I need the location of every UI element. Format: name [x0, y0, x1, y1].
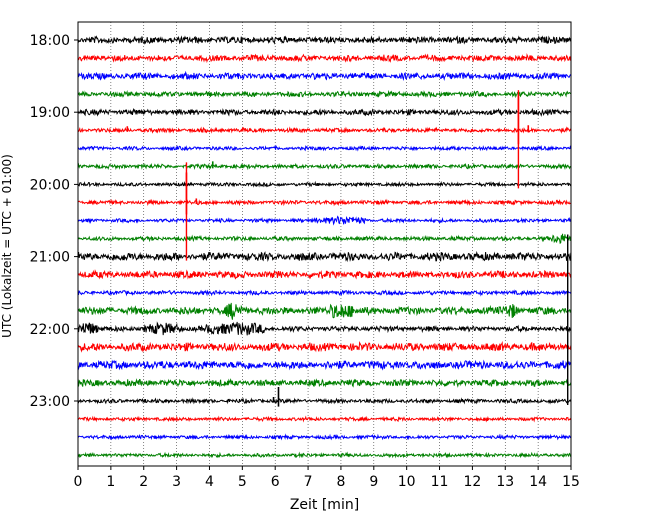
trace-2145 — [77, 302, 572, 320]
trace-1830 — [77, 70, 572, 82]
trace-2045 — [77, 233, 572, 245]
y-axis-title: UTC (Lokalzeit = UTC + 01:00) — [0, 154, 14, 338]
trace-1800 — [77, 35, 572, 45]
plot-frame — [77, 21, 572, 467]
trace-2115 — [77, 269, 572, 280]
y-axis-ticks: 18:00 19:00 20:00 21:00 22:00 23:00 — [30, 33, 78, 410]
x-tick-label: 10 — [398, 474, 416, 490]
x-tick-label: 9 — [369, 474, 378, 490]
y-tick-label: 21:00 — [30, 250, 70, 266]
trace-1930 — [77, 144, 572, 152]
x-tick-label: 6 — [271, 474, 280, 490]
trace-1815 — [77, 53, 572, 64]
trace-2100 — [77, 250, 572, 263]
y-tick-label: 19:00 — [30, 105, 70, 121]
x-tick-label: 8 — [336, 474, 345, 490]
trace-2000 — [77, 180, 572, 188]
trace-2330 — [77, 433, 572, 441]
trace-2015 — [77, 198, 572, 207]
trace-2230 — [77, 359, 572, 371]
y-tick-label: 22:00 — [30, 322, 70, 338]
x-tick-label: 15 — [562, 474, 580, 490]
x-axis-ticks: 0 1 2 3 4 5 6 7 8 9 10 11 12 13 14 15 — [74, 466, 580, 490]
y-tick-label: 23:00 — [30, 394, 70, 410]
trace-2130 — [77, 289, 572, 297]
x-tick-label: 4 — [205, 474, 214, 490]
x-tick-label: 12 — [463, 474, 481, 490]
trace-2030 — [77, 215, 572, 226]
x-tick-label: 1 — [106, 474, 115, 490]
trace-1900 — [77, 107, 572, 117]
x-tick-label: 3 — [172, 474, 181, 490]
trace-2200 — [77, 321, 572, 336]
grid-lines — [110, 22, 539, 466]
trace-2345 — [77, 451, 572, 459]
trace-2215 — [77, 340, 572, 353]
y-tick-label: 18:00 — [30, 33, 70, 49]
x-tick-label: 14 — [529, 474, 547, 490]
trace-2315 — [77, 415, 572, 423]
x-tick-label: 2 — [139, 474, 148, 490]
x-tick-label: 7 — [304, 474, 313, 490]
vertical-events — [185, 90, 569, 405]
trace-1945 — [77, 162, 571, 171]
x-tick-label: 13 — [496, 474, 514, 490]
y-tick-label: 20:00 — [30, 177, 70, 193]
trace-1915 — [77, 126, 572, 134]
seismic-traces — [77, 35, 572, 459]
x-tick-label: 5 — [238, 474, 247, 490]
x-axis-title: Zeit [min] — [290, 497, 359, 513]
x-tick-label: 11 — [431, 474, 449, 490]
trace-2245 — [78, 378, 572, 388]
trace-1845 — [77, 89, 571, 99]
x-tick-label: 0 — [74, 474, 83, 490]
trace-2300 — [77, 397, 572, 405]
